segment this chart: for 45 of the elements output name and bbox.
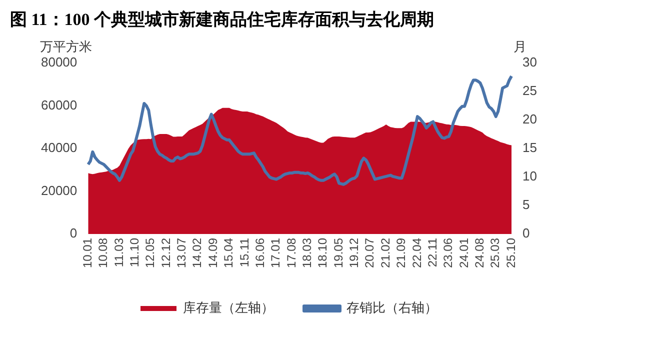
x-tick-label: 25.03 xyxy=(488,238,502,268)
chart-title: 图 11：100 个典型城市新建商品住宅库存面积与去化周期 xyxy=(9,9,436,31)
x-tick-label: 13.07 xyxy=(174,238,189,268)
x-tick-label: 15.11 xyxy=(237,238,252,268)
y-tick-label: 0 xyxy=(70,226,78,241)
y2-tick-label: 10 xyxy=(522,168,538,184)
x-tick-label: 20.07 xyxy=(362,238,377,268)
x-tick-label: 22.11 xyxy=(425,238,440,268)
y-tick-label: 40000 xyxy=(40,140,78,156)
y2-tick-label: 0 xyxy=(522,226,530,241)
x-tick-label: 19.05 xyxy=(331,238,346,268)
x-tick-label: 11.03 xyxy=(112,238,126,268)
y2-tick-label: 15 xyxy=(522,140,538,156)
y-tick-label: 80000 xyxy=(40,54,78,70)
x-tick-label: 15.04 xyxy=(222,238,236,268)
x-tick-label: 21.09 xyxy=(394,238,408,268)
x-tick-label: 19.12 xyxy=(347,238,362,268)
x-tick-label: 18.10 xyxy=(316,238,330,268)
x-tick-label: 21.02 xyxy=(378,238,392,268)
y2-tick-label: 25 xyxy=(522,83,538,98)
x-tick-label: 16.06 xyxy=(252,238,267,268)
legend-label: 库存量（左轴） xyxy=(183,300,274,316)
x-tick-label: 12.05 xyxy=(143,238,158,268)
y-tick-label: 60000 xyxy=(40,97,78,112)
x-tick-label: 17.01 xyxy=(268,238,283,268)
y-tick-label: 20000 xyxy=(40,182,78,198)
legend-label: 存销比（右轴） xyxy=(346,300,438,316)
x-tick-label: 10.01 xyxy=(80,238,94,268)
x-tick-label: 18.03 xyxy=(300,238,314,268)
x-tick-label: 17.08 xyxy=(284,238,298,268)
x-tick-label: 10.08 xyxy=(96,238,110,268)
x-tick-label: 24.01 xyxy=(456,238,471,268)
x-tick-label: 22.04 xyxy=(410,238,424,268)
y2-tick-label: 20 xyxy=(522,112,538,127)
y2-axis-title: 月 xyxy=(514,39,527,54)
x-tick-label: 14.02 xyxy=(190,238,204,268)
x-tick-label: 12.12 xyxy=(158,238,173,268)
x-tick-label: 14.09 xyxy=(206,238,220,268)
y-axis-title: 万平方米 xyxy=(40,39,92,54)
x-tick-label: 25.10 xyxy=(504,238,518,268)
x-tick-label: 24.08 xyxy=(472,238,486,268)
x-tick-label: 23.06 xyxy=(441,238,456,268)
y2-tick-label: 30 xyxy=(522,54,538,70)
y2-tick-label: 5 xyxy=(522,197,530,212)
x-tick-label: 11.10 xyxy=(128,238,142,268)
